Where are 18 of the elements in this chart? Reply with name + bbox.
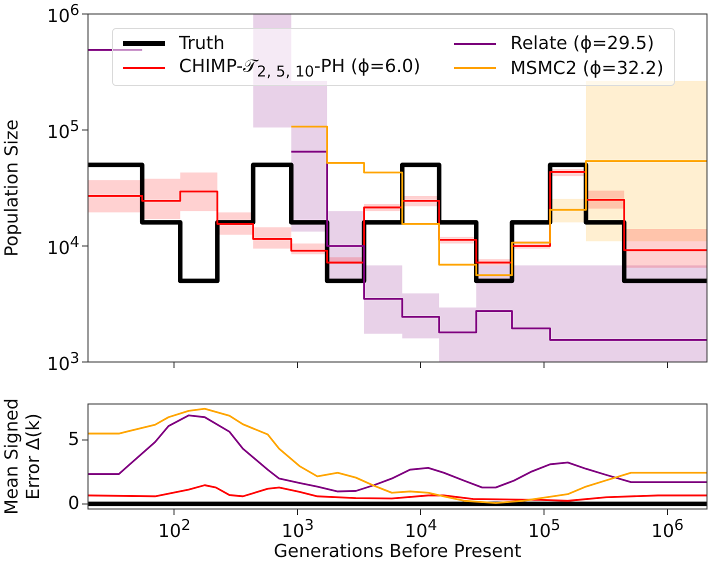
- x-tick-label: 10$^{3}$: [281, 516, 314, 542]
- legend-label: Relate (ϕ=29.5): [510, 33, 654, 54]
- x-tick-label: 10$^{6}$: [651, 516, 684, 542]
- y-tick-label: 10$^{6}$: [47, 0, 80, 26]
- x-tick-label: 10$^{5}$: [528, 516, 560, 542]
- y-tick-label: 0: [68, 492, 80, 514]
- y-tick-label: 10$^{4}$: [47, 232, 80, 258]
- y-tick-label: 10$^{3}$: [47, 348, 80, 374]
- y-tick-label: 5: [68, 428, 80, 450]
- legend-label: CHIMP-𝒯$_{2, 5, 10}$-PH (ϕ=6.0): [179, 56, 420, 81]
- y-axis-title: Population Size: [1, 119, 22, 257]
- legend-label: Truth: [179, 33, 225, 54]
- y-tick-label: 10$^{5}$: [47, 116, 80, 142]
- legend-label: MSMC2 (ϕ=32.2): [510, 58, 664, 79]
- y-axis-title: Mean Signed Error Δ(k): [1, 398, 44, 515]
- x-tick-label: 10$^{4}$: [404, 516, 438, 542]
- x-axis-title: Generations Before Present: [274, 540, 522, 562]
- x-tick-label: 10$^{2}$: [158, 516, 191, 542]
